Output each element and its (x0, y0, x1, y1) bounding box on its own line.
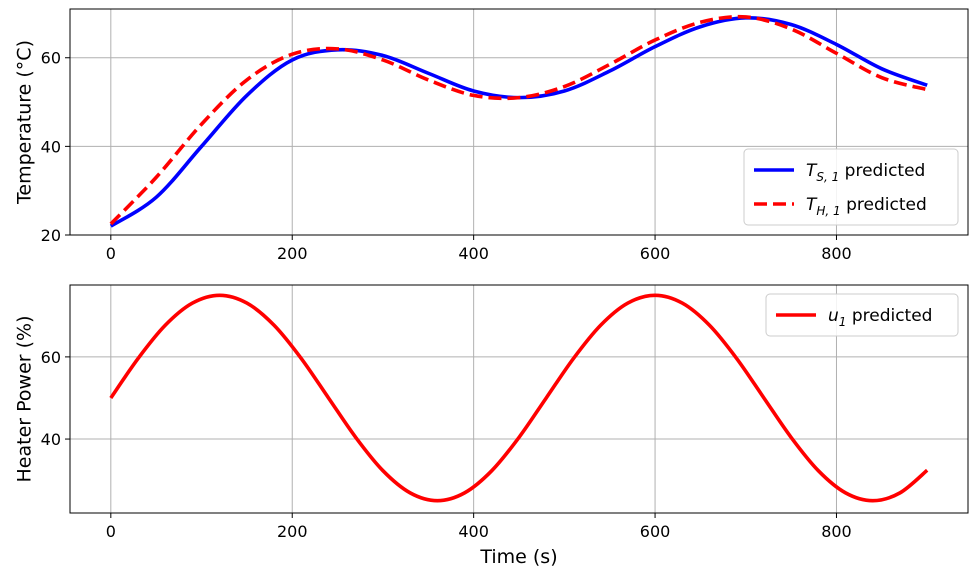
y-tick-label: 40 (41, 137, 61, 156)
top-plot-legend: TS, 1 predicted TH, 1 predicted (743, 148, 959, 226)
x-tick-label: 200 (277, 244, 308, 263)
x-tick-label: 600 (640, 244, 671, 263)
legend-entry-label: u1 predicted (828, 306, 932, 329)
legend-box (743, 148, 959, 226)
top-plot-ticks: 0 200 400 600 800 20 40 60 (41, 49, 852, 263)
series-line (109, 293, 929, 503)
bottom-plot-x-axis-label: Time (s) (479, 546, 557, 568)
x-tick-label: 400 (458, 522, 489, 541)
legend-box (765, 293, 959, 337)
y-tick-label: 40 (41, 430, 61, 449)
y-tick-label: 60 (41, 348, 61, 367)
x-tick-label: 0 (106, 244, 116, 263)
x-tick-label: 400 (458, 244, 489, 263)
bottom-plot-frame (69, 284, 969, 514)
x-tick-label: 600 (640, 522, 671, 541)
bottom-plot-y-axis-label: Heater Power (%) (14, 316, 36, 483)
legend-entry-label: TH, 1 predicted (806, 195, 927, 218)
x-tick-label: 800 (821, 244, 852, 263)
x-tick-label: 0 (106, 522, 116, 541)
y-tick-label: 60 (41, 49, 61, 68)
y-tick-label: 20 (41, 226, 61, 245)
top-plot-series (109, 14, 928, 228)
bottom-plot-legend: u1 predicted (765, 293, 959, 337)
x-tick-label: 800 (821, 522, 852, 541)
x-tick-label: 200 (277, 522, 308, 541)
top-plot-y-axis-label: Temperature (°C) (14, 40, 36, 205)
top-plot-panel: 0 200 400 600 800 20 40 60 Temperature (°C) TS,… (14, 8, 969, 263)
bottom-plot-panel: 0 200 400 600 800 40 60 Heater Power (%) Time … (14, 284, 969, 568)
top-plot-frame (69, 8, 969, 236)
bottom-plot-ticks: 0 200 400 600 800 40 60 (41, 348, 852, 541)
legend-entry-label: TS, 1 predicted (806, 161, 925, 184)
bottom-plot-series (109, 293, 929, 503)
series-line (109, 14, 928, 226)
